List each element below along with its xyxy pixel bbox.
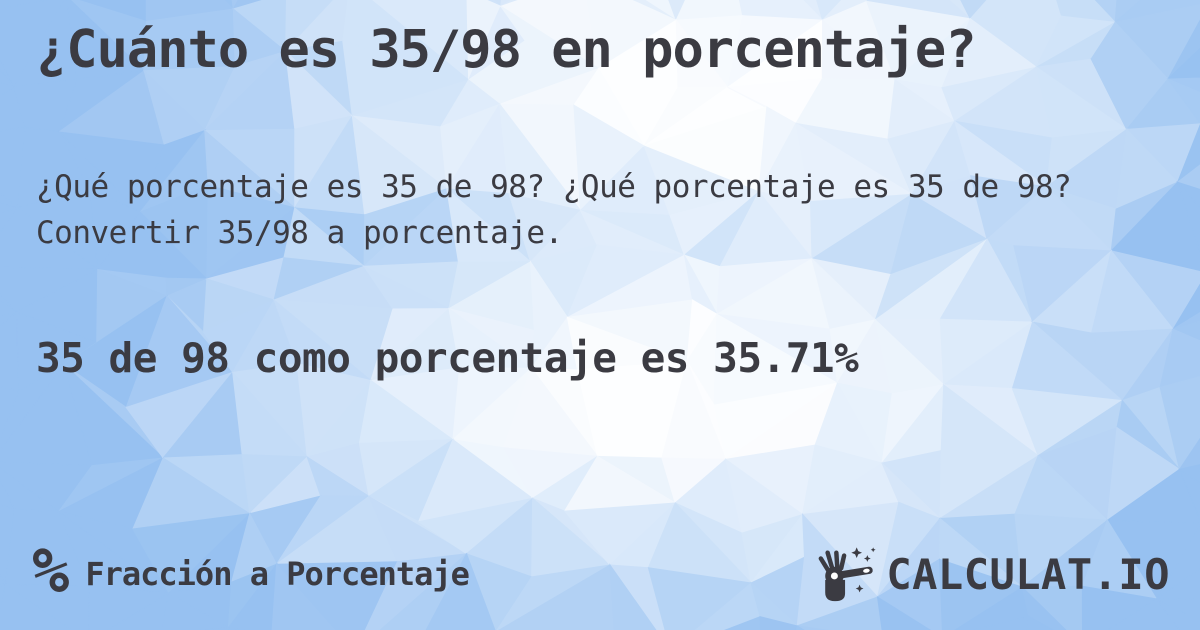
page-title: ¿Cuánto es 35/98 en porcentaje?: [36, 20, 977, 80]
answer-text: 35 de 98 como porcentaje es 35.71%: [36, 334, 859, 382]
question-description: ¿Qué porcentaje es 35 de 98? ¿Qué porcen…: [36, 169, 1072, 251]
category-label: Fracción a Porcentaje: [85, 555, 470, 593]
brand-logo: CALCULAT.IO: [816, 543, 1170, 605]
hand-with-magic-wand-icon: [818, 547, 876, 602]
brand-name: CALCULAT.IO: [886, 549, 1170, 599]
category-badge: % Fracción a Porcentaje: [32, 534, 470, 607]
percent-icon: %: [32, 534, 70, 607]
footer: % Fracción a Porcentaje: [32, 530, 1170, 618]
